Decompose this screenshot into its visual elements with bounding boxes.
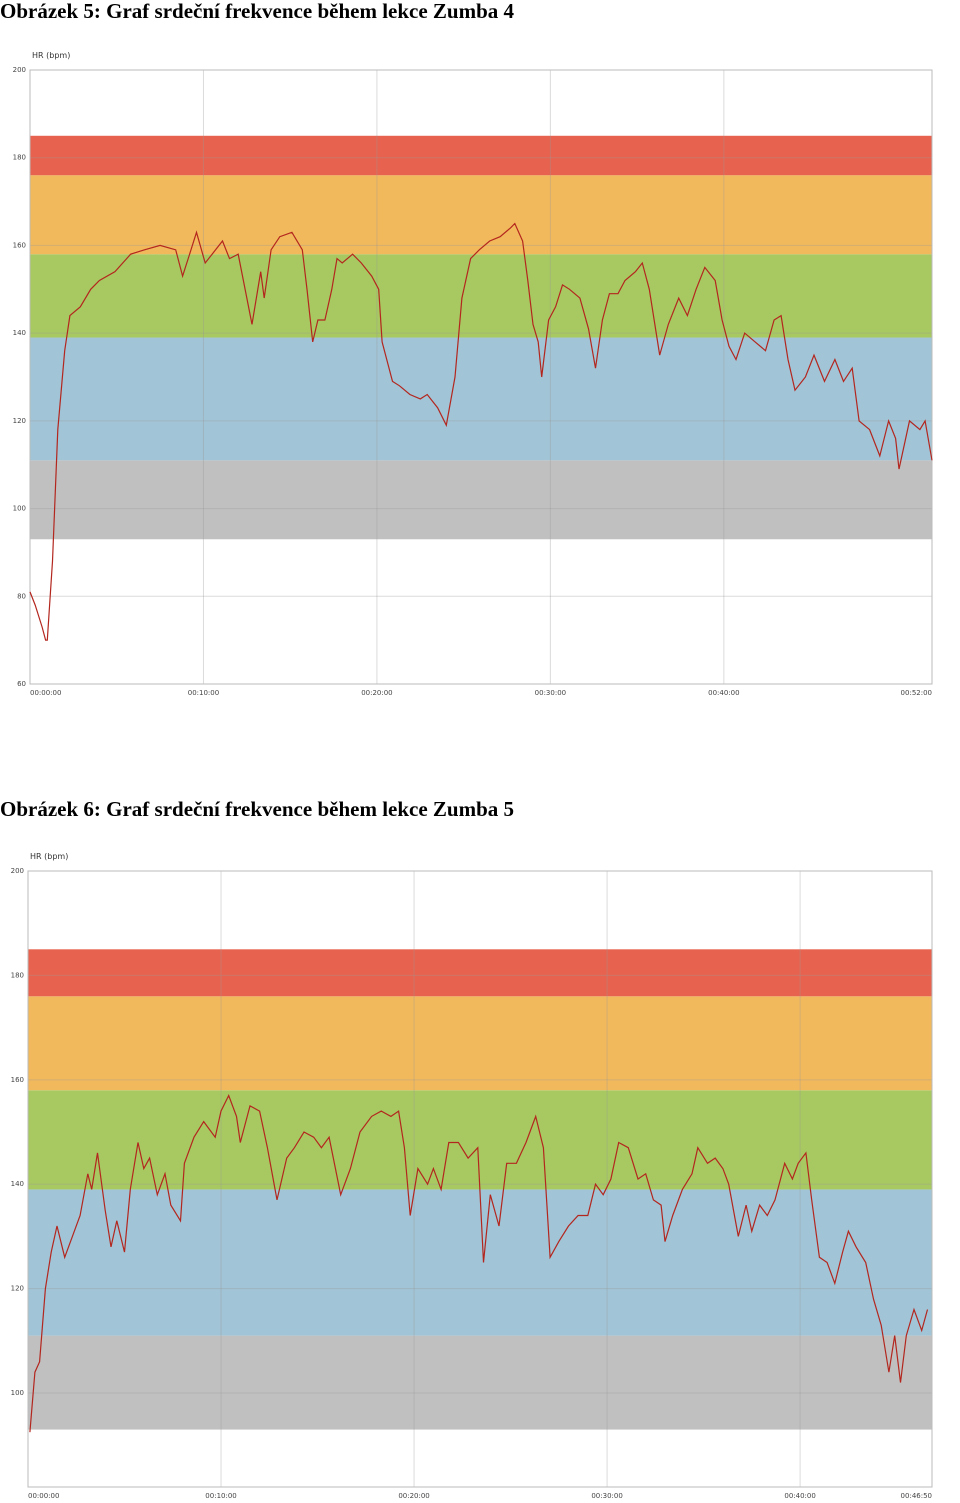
y-tick-label: 200 xyxy=(13,66,26,74)
y-tick-label: 120 xyxy=(11,1285,24,1293)
x-tick-label: 00:52:00 xyxy=(901,689,932,697)
y-tick-label: 100 xyxy=(13,505,26,513)
hr-zone xyxy=(30,460,932,540)
x-tick-label: 00:30:00 xyxy=(591,1492,622,1500)
plot-frame xyxy=(27,870,933,1488)
y-axis-label: HR (bpm) xyxy=(32,51,70,60)
x-tick-label: 00:00:00 xyxy=(30,689,61,697)
x-tick-label: 00:30:00 xyxy=(535,689,566,697)
x-tick-label: 00:20:00 xyxy=(361,689,392,697)
y-tick-label: 140 xyxy=(11,1180,24,1188)
hr-zone xyxy=(28,1335,932,1430)
x-tick-label: 00:40:00 xyxy=(708,689,739,697)
caption: Obrázek 6: Graf srdeční frekvence během … xyxy=(0,797,514,821)
plot-frame xyxy=(29,69,933,685)
y-tick-label: 160 xyxy=(13,241,26,249)
hr-zone xyxy=(28,996,932,1091)
caption: Obrázek 5: Graf srdeční frekvence během … xyxy=(0,0,515,23)
x-tick-label: 00:10:00 xyxy=(205,1492,236,1500)
hr-zone xyxy=(30,337,932,461)
hr-zone xyxy=(30,135,932,176)
hr-zone xyxy=(30,175,932,255)
hr-line xyxy=(29,1093,929,1433)
x-tick-label: 00:00:00 xyxy=(28,1492,59,1500)
x-tick-label: 00:46:50 xyxy=(901,1492,932,1500)
y-tick-label: 100 xyxy=(11,1389,24,1397)
y-tick-label: 80 xyxy=(17,592,26,600)
y-tick-label: 140 xyxy=(13,329,26,337)
x-tick-label: 00:40:00 xyxy=(784,1492,815,1500)
y-tick-label: 60 xyxy=(17,680,26,688)
hr-zone xyxy=(28,949,932,997)
hr-zone xyxy=(28,1090,932,1190)
hr-zone xyxy=(30,254,932,338)
y-tick-label: 160 xyxy=(11,1076,24,1084)
hr-zone xyxy=(28,1189,932,1336)
y-tick-label: 180 xyxy=(13,154,26,162)
y-tick-label: 180 xyxy=(11,971,24,979)
x-tick-label: 00:10:00 xyxy=(188,689,219,697)
y-axis-label: HR (bpm) xyxy=(30,852,68,861)
hr-line xyxy=(29,222,933,641)
y-tick-label: 120 xyxy=(13,417,26,425)
x-tick-label: 00:20:00 xyxy=(398,1492,429,1500)
y-tick-label: 200 xyxy=(11,867,24,875)
